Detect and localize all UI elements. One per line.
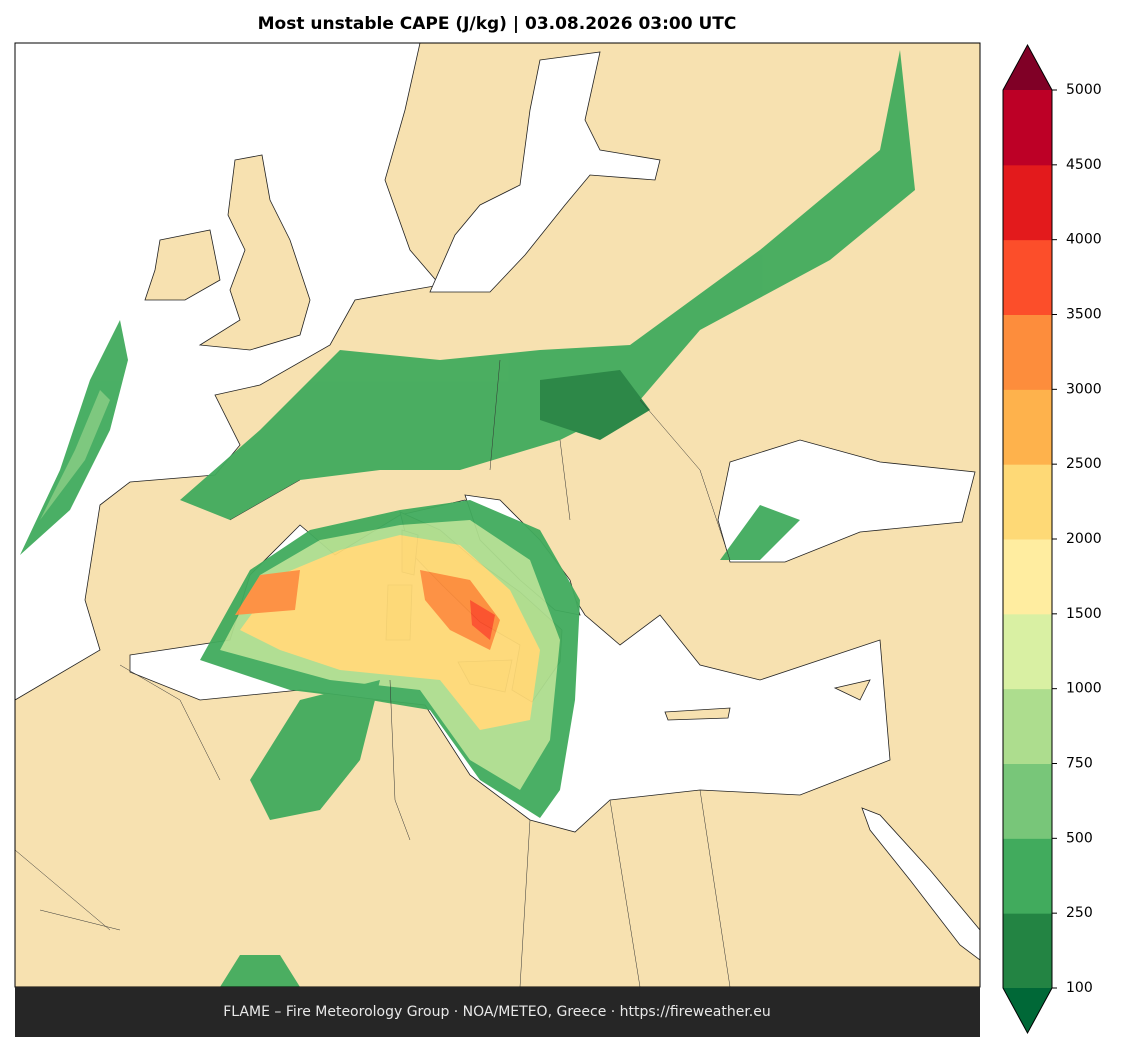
footer-text: FLAME – Fire Meteorology Group · NOA/MET… <box>223 1004 771 1020</box>
map-panel <box>15 43 980 987</box>
colorbar-tick-label: 2000 <box>1066 531 1102 547</box>
colorbar-over <box>1003 45 1052 90</box>
baltic-sea <box>429 51 661 293</box>
colorbar-segment <box>1003 613 1052 690</box>
colorbar-segment <box>1003 464 1052 540</box>
colorbar-segment <box>1003 164 1052 241</box>
colorbar-segment <box>1003 389 1052 465</box>
ireland <box>144 229 221 301</box>
colorbar-tick-label: 750 <box>1066 756 1093 772</box>
colorbar: 100 250 500 750 1000 1500 2000 2500 3000 3500 4000… <box>1002 43 1102 1035</box>
colorbar-tick-label: 3500 <box>1066 307 1102 323</box>
colorbar-segment <box>1003 539 1052 615</box>
colorbar-tick-label: 5000 <box>1066 82 1102 98</box>
map-title: Most unstable CAPE (J/kg) | 03.08.2026 0… <box>258 14 737 34</box>
cape-field <box>20 50 915 987</box>
borders <box>15 359 731 987</box>
footer-bar <box>15 987 980 1037</box>
colorbar-tick-label: 1000 <box>1066 681 1102 697</box>
colorbar-tick-label: 3000 <box>1066 381 1102 397</box>
cyprus <box>833 679 871 701</box>
colorbar-tick-label: 500 <box>1066 830 1093 846</box>
colorbar-segment <box>1003 239 1052 315</box>
colorbar-segment <box>1003 314 1052 390</box>
colorbar-segment <box>1003 838 1052 914</box>
colorbar-tick-label: 1500 <box>1066 606 1102 622</box>
colorbar-segment <box>1003 90 1052 166</box>
colorbar-tick-label: 4500 <box>1066 157 1102 173</box>
colorbar-tick-label: 2500 <box>1066 456 1102 472</box>
colorbar-segment <box>1003 763 1052 839</box>
great-britain <box>198 154 311 351</box>
colorbar-tick-label: 4000 <box>1066 232 1102 248</box>
colorbar-segment <box>1003 913 1052 989</box>
colorbar-tick-label: 250 <box>1066 905 1093 921</box>
crete <box>664 707 731 721</box>
red-sea <box>861 807 980 961</box>
atlantic <box>15 43 441 701</box>
colorbar-under <box>1003 988 1052 1033</box>
colorbar-tick-label: 100 <box>1066 980 1093 996</box>
colorbar-segment <box>1003 688 1052 764</box>
